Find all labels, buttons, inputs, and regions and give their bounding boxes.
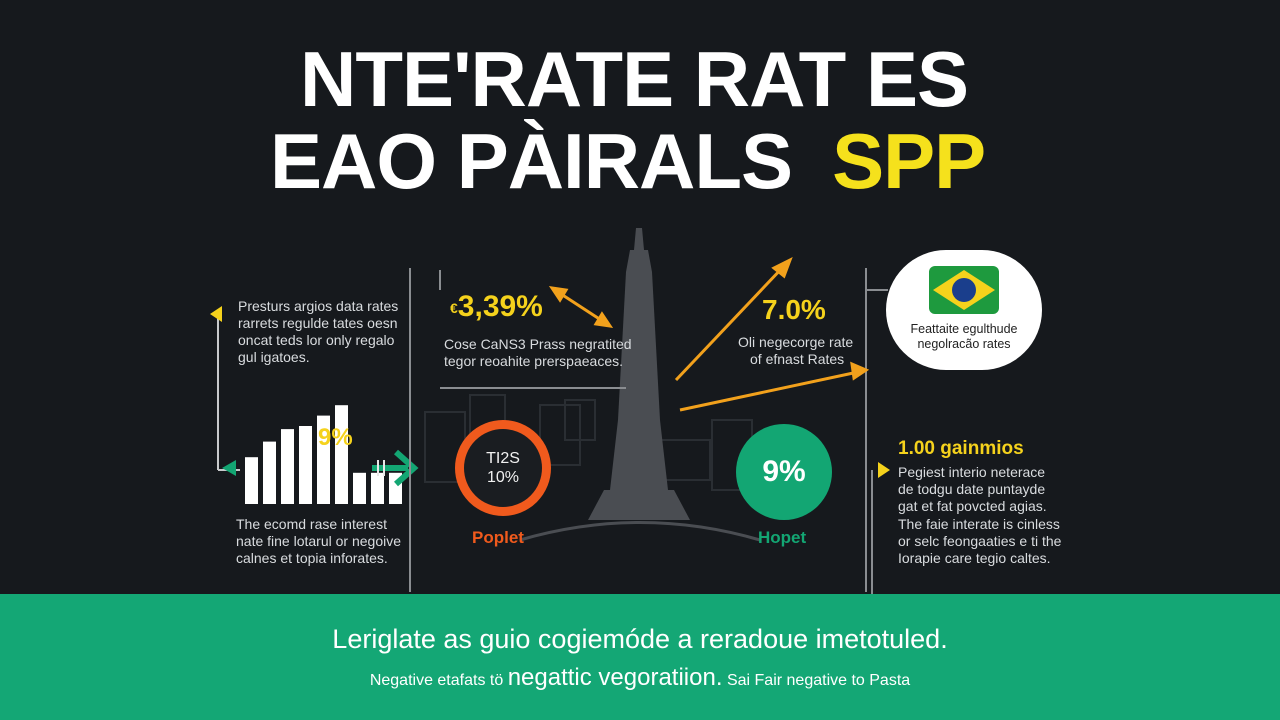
right-arrow-icon bbox=[372, 449, 419, 487]
left-arrow-icon bbox=[210, 306, 222, 322]
stat-circle-right: 9% bbox=[736, 424, 832, 520]
banner-sub-left: Negative etafats tö bbox=[369, 672, 504, 689]
bottom-banner: Leriglate as guio cogiemóde a reradoue i… bbox=[0, 594, 1280, 720]
left-small-arrow-icon bbox=[222, 460, 236, 476]
title-line-2-main: EAO PÀIRALS bbox=[270, 117, 793, 205]
tower-icon bbox=[519, 228, 761, 542]
bar-value-label: 9% bbox=[318, 424, 353, 451]
banner-headline: Leriglate as guio cogiemóde a reradoue i… bbox=[332, 624, 948, 654]
right-small-arrow-icon bbox=[871, 462, 890, 600]
title-highlight: SPP bbox=[832, 117, 986, 205]
center-desc: Cose CaNS3 Prass negratited tegor reoahi… bbox=[444, 336, 632, 369]
title-line-2: EAO PÀIRALS SPP bbox=[270, 122, 986, 200]
brazil-badge: Feattaite egulthude negolracão rates bbox=[886, 250, 1042, 370]
brazil-flag-icon bbox=[929, 266, 999, 314]
title-line-1: NTE'RATE RAT ES bbox=[300, 35, 969, 123]
circle-right-label: Hopet bbox=[758, 528, 807, 547]
bar-2 bbox=[263, 441, 276, 504]
left-top-text: Presturs argios data rates rarrets regul… bbox=[238, 298, 399, 365]
circle-left-label: Poplet bbox=[472, 528, 524, 547]
bar-4 bbox=[299, 426, 312, 504]
banner-subline: Negative etafats tö negattic vegoratiion… bbox=[0, 664, 1280, 692]
bar-5 bbox=[317, 415, 330, 504]
bar-7 bbox=[353, 472, 366, 504]
double-arrow-icon bbox=[548, 286, 614, 328]
banner-sub-mid: negattic vegoratiion. bbox=[507, 664, 723, 691]
right-center-desc: Oli negecorge rate of efnast Rates bbox=[738, 334, 854, 367]
right-text-1: Pegiest interio neterace de todgu date p… bbox=[898, 464, 1047, 514]
right-heading: 1.00 gainmios bbox=[898, 438, 1024, 459]
bar-chart bbox=[245, 405, 402, 504]
bar-3 bbox=[281, 429, 294, 504]
skyline-icon bbox=[424, 394, 753, 491]
left-bracket bbox=[217, 314, 240, 471]
bar-1 bbox=[245, 457, 258, 504]
left-bottom-text: The ecomd rase interest nate fine lotaru… bbox=[236, 516, 401, 566]
right-center-stat: 7.0% bbox=[762, 294, 826, 325]
center-stat: €3,39% bbox=[450, 290, 543, 323]
up-arrow-icon bbox=[674, 256, 870, 412]
banner-sub-right: Sai Fair negative to Pasta bbox=[726, 672, 911, 689]
stat-circle-left: TI2S 10% bbox=[455, 420, 551, 516]
bar-8 bbox=[371, 472, 384, 504]
bar-6 bbox=[335, 405, 348, 504]
right-text-2: The faie interate is cinless or selc feo… bbox=[898, 516, 1062, 566]
